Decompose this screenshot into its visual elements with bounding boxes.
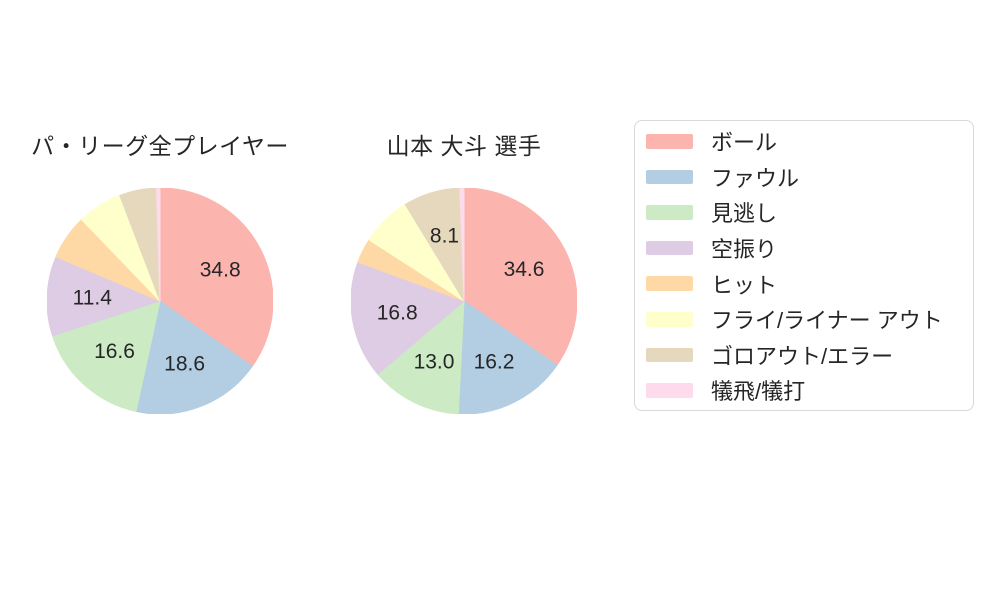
left-pie-slice-foul [135, 300, 253, 414]
right-pie-chart: 34.6 16.2 13.0 16.8 8.1 [351, 188, 577, 414]
right-pie-slice-called-strike [377, 300, 465, 414]
left-pie-title: パ・リーグ全プレイヤー [31, 133, 289, 159]
right-pie-title: 山本 大斗 選手 [386, 133, 542, 159]
legend-label-foul: ファウル [711, 165, 800, 191]
legend-item-foul: ファウル [635, 159, 973, 195]
legend-item-hit: ヒット [635, 266, 973, 302]
legend-swatch-foul [646, 169, 693, 185]
legend-swatch-ground-out-error [646, 347, 693, 363]
legend-label-hit: ヒット [711, 272, 778, 298]
legend-label-swinging-strike: 空振り [711, 237, 778, 263]
legend-item-ground-out-error: ゴロアウト/エラー [635, 337, 973, 373]
right-pie-value-label-called-strike: 13.0 [414, 350, 455, 373]
right-pie-slice-ball [463, 188, 577, 366]
left-pie-slice-sac-fly-bunt [155, 188, 161, 302]
left-pie-slice-called-strike [52, 300, 161, 412]
right-pie-slice-sac-fly-bunt [459, 188, 465, 302]
legend-swatch-swinging-strike [646, 240, 693, 256]
left-pie-value-label-ball: 34.8 [200, 258, 241, 281]
right-pie-value-label-swinging-strike: 16.8 [377, 301, 418, 324]
legend-item-sac-fly-bunt: 犠飛/犠打 [635, 373, 973, 409]
legend-swatch-fly-liner-out [646, 312, 693, 327]
legend-label-fly-liner-out: フライ/ライナー アウト [711, 308, 943, 334]
legend-swatch-ball [646, 134, 693, 149]
left-pie-value-label-called-strike: 16.6 [94, 340, 135, 363]
right-pie-value-label-ground-out-error: 8.1 [430, 225, 459, 248]
legend-label-sac-fly-bunt: 犠飛/犠打 [711, 379, 806, 405]
left-pie-chart: 34.8 18.6 16.6 11.4 [47, 188, 273, 414]
legend-label-ground-out-error: ゴロアウト/エラー [711, 343, 894, 369]
legend-label-ball: ボール [711, 130, 778, 156]
legend-swatch-hit [646, 276, 693, 291]
right-pie-slice-foul [457, 300, 558, 414]
legend-swatch-called-strike [646, 205, 693, 220]
left-pie-value-label-swinging-strike: 11.4 [73, 287, 113, 310]
left-pie-slice-swinging-strike [47, 256, 161, 337]
legend-label-called-strike: 見逃し [711, 201, 778, 227]
legend-item-ball: ボール [635, 124, 973, 160]
right-pie-slice-swinging-strike [351, 261, 465, 375]
legend-swatch-sac-fly-bunt [646, 383, 693, 398]
legend-item-swinging-strike: 空振り [635, 230, 973, 266]
left-pie-slice-ball [159, 188, 273, 367]
left-pie-value-label-foul: 18.6 [164, 353, 205, 376]
legend-item-fly-liner-out: フライ/ライナー アウト [635, 301, 973, 337]
legend: ボール ファウル 見逃し 空振り ヒット フライ/ライナー アウト ゴロアウト/… [634, 120, 974, 411]
right-pie-value-label-ball: 34.6 [504, 258, 545, 281]
right-pie-value-label-foul: 16.2 [474, 350, 515, 373]
legend-item-called-strike: 見逃し [635, 195, 973, 231]
